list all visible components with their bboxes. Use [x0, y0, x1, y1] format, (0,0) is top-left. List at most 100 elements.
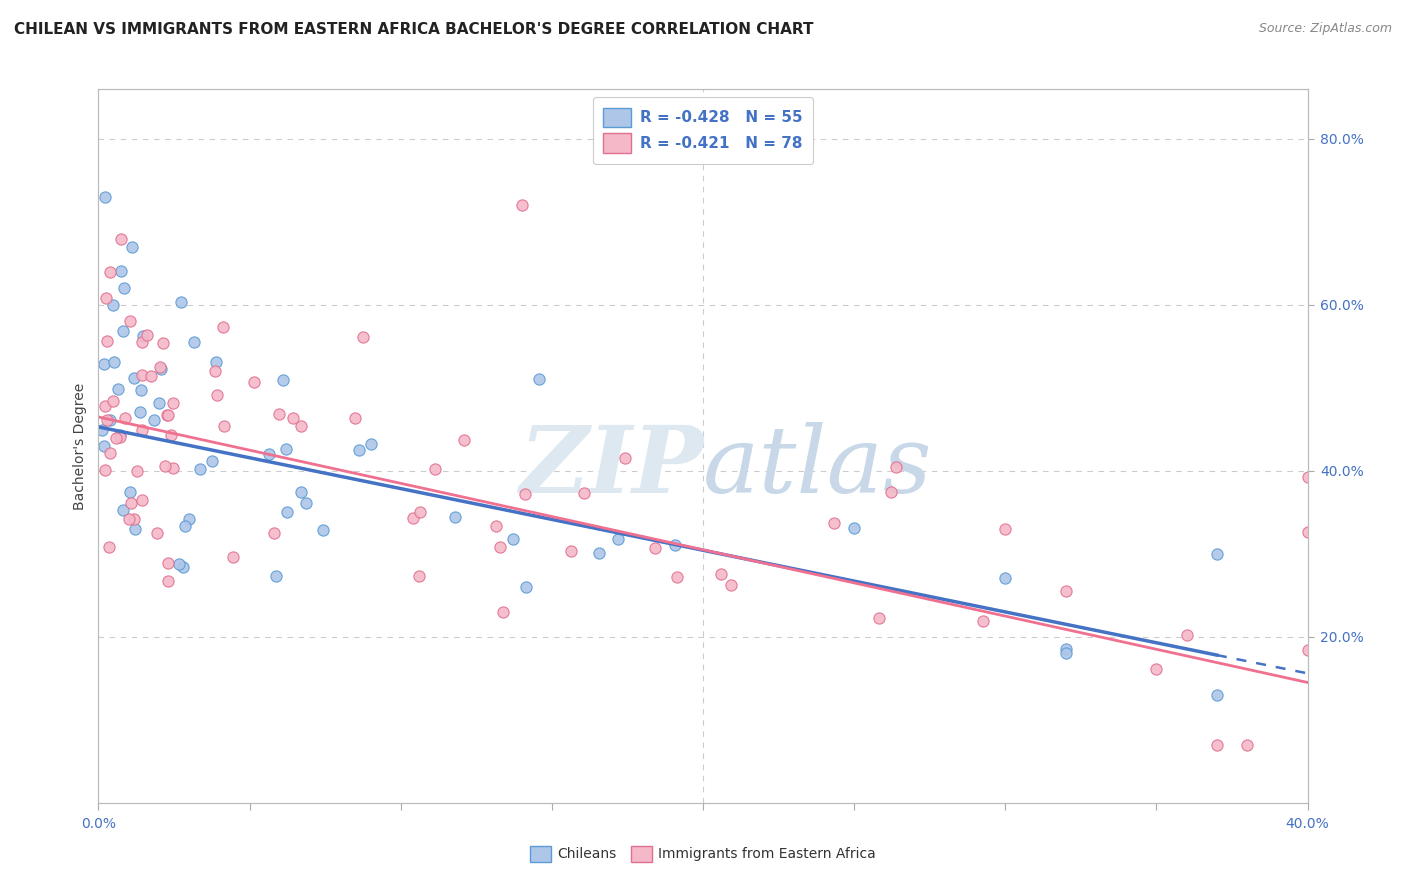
- Point: [124, 522, 146, 536]
- Point: [360, 437, 382, 451]
- Point: [110, 264, 132, 278]
- Point: [131, 424, 153, 438]
- Point: [132, 328, 155, 343]
- Point: [276, 505, 298, 519]
- Point: [152, 336, 174, 351]
- Point: [994, 571, 1017, 585]
- Point: [453, 433, 475, 447]
- Point: [1296, 525, 1319, 540]
- Point: [489, 540, 512, 554]
- Point: [101, 298, 124, 312]
- Point: [823, 516, 845, 530]
- Point: [157, 574, 180, 588]
- Point: [120, 496, 142, 510]
- Point: [295, 496, 318, 510]
- Point: [664, 538, 686, 552]
- Point: [172, 559, 194, 574]
- Point: [107, 382, 129, 396]
- Point: [103, 355, 125, 369]
- Point: [269, 407, 291, 421]
- Point: [884, 459, 907, 474]
- Point: [347, 443, 370, 458]
- Point: [155, 459, 177, 474]
- Point: [162, 396, 184, 410]
- Point: [644, 541, 666, 555]
- Point: [94, 463, 117, 477]
- Legend: Chileans, Immigrants from Eastern Africa: Chileans, Immigrants from Eastern Africa: [524, 840, 882, 867]
- Point: [274, 442, 297, 456]
- Text: atlas: atlas: [703, 423, 932, 512]
- Point: [710, 567, 733, 582]
- Point: [174, 518, 197, 533]
- Point: [1175, 627, 1198, 641]
- Point: [408, 568, 430, 582]
- Point: [98, 265, 121, 279]
- Point: [183, 334, 205, 349]
- Point: [162, 460, 184, 475]
- Point: [273, 373, 295, 387]
- Point: [97, 540, 120, 554]
- Y-axis label: Bachelor's Degree: Bachelor's Degree: [73, 383, 87, 509]
- Point: [515, 580, 537, 594]
- Point: [118, 512, 141, 526]
- Point: [344, 410, 367, 425]
- Point: [131, 493, 153, 508]
- Point: [124, 371, 146, 385]
- Point: [212, 419, 235, 434]
- Point: [204, 355, 226, 369]
- Point: [1296, 469, 1319, 483]
- Point: [1144, 661, 1167, 675]
- Point: [167, 557, 190, 571]
- Point: [131, 335, 153, 350]
- Text: ZIP: ZIP: [519, 423, 703, 512]
- Point: [96, 334, 118, 348]
- Point: [121, 240, 143, 254]
- Point: [129, 405, 152, 419]
- Point: [515, 487, 537, 501]
- Point: [156, 408, 179, 422]
- Point: [868, 610, 890, 624]
- Point: [93, 439, 115, 453]
- Point: [139, 369, 162, 384]
- Point: [352, 330, 374, 344]
- Point: [146, 526, 169, 541]
- Point: [259, 447, 281, 461]
- Text: Source: ZipAtlas.com: Source: ZipAtlas.com: [1258, 22, 1392, 36]
- Point: [98, 446, 121, 460]
- Text: CHILEAN VS IMMIGRANTS FROM EASTERN AFRICA BACHELOR'S DEGREE CORRELATION CHART: CHILEAN VS IMMIGRANTS FROM EASTERN AFRIC…: [14, 22, 814, 37]
- Point: [149, 359, 172, 374]
- Point: [201, 454, 224, 468]
- Point: [1054, 646, 1077, 660]
- Point: [104, 431, 127, 445]
- Point: [108, 430, 131, 444]
- Point: [127, 464, 149, 478]
- Point: [283, 411, 305, 425]
- Point: [111, 503, 134, 517]
- Point: [409, 506, 432, 520]
- Point: [1054, 583, 1077, 598]
- Point: [402, 510, 425, 524]
- Point: [101, 393, 124, 408]
- Point: [1206, 688, 1229, 702]
- Point: [529, 372, 551, 386]
- Point: [994, 522, 1017, 536]
- Point: [263, 526, 285, 541]
- Point: [266, 569, 288, 583]
- Point: [485, 518, 508, 533]
- Point: [96, 413, 118, 427]
- Point: [122, 511, 145, 525]
- Point: [118, 314, 141, 328]
- Point: [108, 427, 131, 442]
- Point: [150, 361, 173, 376]
- Point: [444, 510, 467, 524]
- Point: [94, 399, 117, 413]
- Point: [614, 450, 637, 465]
- Point: [111, 324, 134, 338]
- Point: [844, 521, 866, 535]
- Point: [972, 614, 994, 628]
- Point: [129, 384, 152, 398]
- Point: [136, 327, 159, 342]
- Point: [159, 427, 181, 442]
- Point: [560, 544, 582, 558]
- Point: [212, 320, 235, 334]
